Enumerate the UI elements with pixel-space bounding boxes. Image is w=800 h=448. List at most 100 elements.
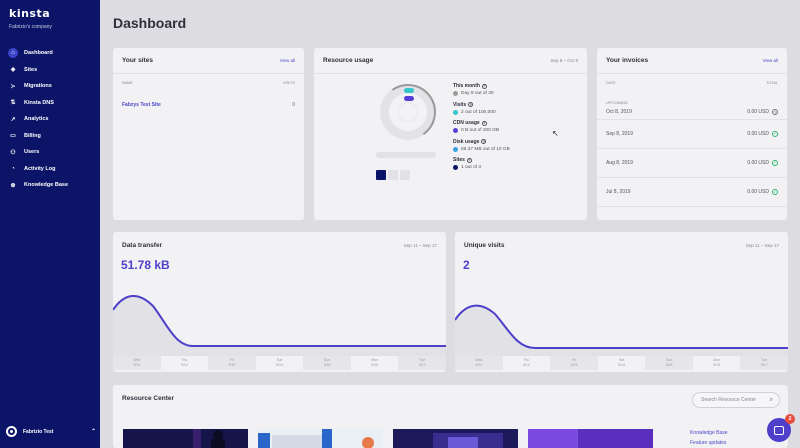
invoice-row[interactable]: Oct 8, 2019 0.00 USD ◷	[597, 105, 787, 120]
usage-ring-inner	[398, 102, 418, 122]
tick-day: Mon	[371, 358, 379, 362]
feature-updates-link[interactable]: Feature updates	[690, 440, 727, 446]
resource-value-text: 1 out of 3	[461, 165, 482, 170]
resource-label: This month?	[453, 83, 510, 89]
invoice-date: Jul 8, 2019	[606, 189, 631, 195]
sidebar-item-label: Sites	[24, 66, 38, 73]
invoice-row[interactable]: Aug 8, 2019 0.00 USD ✓	[597, 149, 787, 178]
kinsta-logo[interactable]: kinsta	[9, 7, 51, 20]
upcoming-label: UPCOMING	[606, 100, 628, 105]
article-thumbnail-1[interactable]	[123, 429, 248, 448]
article-thumbnail-2[interactable]	[258, 429, 383, 448]
legend-dot	[453, 165, 458, 170]
invoice-date: Aug 8, 2019	[606, 160, 633, 166]
sidebar-item-users[interactable]: ⚇ Users	[0, 144, 100, 161]
search-icon: ⌕	[769, 396, 773, 403]
visits-title: Unique visits	[464, 241, 505, 249]
help-icon[interactable]: ?	[466, 157, 472, 163]
user-menu[interactable]: Fabrizio Test ⌃	[6, 426, 96, 437]
sidebar-item-analytics[interactable]: ↗ Analytics	[0, 111, 100, 128]
sidebar-nav: ⌂ Dashboard ◈ Sites ≻ Migrations ⇅ Kinsta DNS ↗ A…	[0, 45, 100, 194]
resource-center-links: Knowledge Base Feature updates	[690, 428, 728, 448]
tick-day: Sun	[323, 358, 331, 362]
sidebar-item-label: Billing	[24, 132, 41, 139]
table-row[interactable]: Fabzys Test Site 0	[113, 102, 304, 108]
transfer-chart	[113, 295, 446, 356]
sites-dots	[376, 170, 410, 180]
resource-label: CDN usage?	[453, 120, 510, 126]
sidebar-item-kinsta-dns[interactable]: ⇅ Kinsta DNS	[0, 95, 100, 112]
invoice-amount: 0.00 USD	[747, 109, 769, 115]
tick-date: 9/16	[713, 363, 721, 367]
knowledge-base-link[interactable]: Knowledge Base	[690, 430, 728, 436]
transfer-line	[113, 295, 446, 347]
resource-label-text: CDN usage	[453, 120, 480, 126]
article-thumbnail-3[interactable]	[393, 429, 518, 448]
sidebar-item-sites[interactable]: ◈ Sites	[0, 62, 100, 79]
x-tick-label: Sun 9/15	[303, 356, 351, 370]
sidebar-item-knowledge-base[interactable]: ⊛ Knowledge Base	[0, 177, 100, 194]
x-tick-label: Fri 9/13	[208, 356, 256, 370]
resource-value: Day 9 out of 30	[453, 91, 510, 96]
billing-icon: ▭	[10, 133, 16, 140]
site-name-link[interactable]: Fabzys Test Site	[122, 102, 161, 108]
page-title: Dashboard	[113, 15, 187, 31]
sidebar-item-activity-log[interactable]: ◔ Activity Log	[0, 161, 100, 178]
sidebar-item-billing[interactable]: ▭ Billing	[0, 128, 100, 145]
cdn-pill	[404, 96, 414, 101]
invoices-title: Your invoices	[606, 57, 649, 64]
help-icon[interactable]: ?	[481, 83, 487, 89]
resource-center-search[interactable]: Search Resource Center ⌕	[692, 392, 780, 408]
tick-day: Wed	[475, 358, 483, 362]
tick-day: Sun	[665, 358, 673, 362]
resource-item: This month? Day 9 out of 30	[453, 83, 510, 96]
resource-value: 2 out of 100,000	[453, 109, 510, 115]
paid-check-icon: ✓	[772, 189, 778, 195]
sidebar-item-dashboard[interactable]: ⌂ Dashboard	[0, 45, 100, 62]
invoice-row[interactable]: Sep 8, 2019 0.00 USD ✓	[597, 120, 787, 149]
visits-range: Sep 11 – Sep 17	[745, 242, 779, 248]
article-thumbnail-4[interactable]	[528, 429, 653, 448]
tick-date: 9/15	[323, 363, 331, 367]
legend-dot	[453, 128, 458, 133]
x-tick-label: Thu 9/12	[503, 356, 551, 370]
tick-date: 9/13	[228, 363, 236, 367]
resource-label: Disk usage?	[453, 139, 510, 145]
resource-center-title: Resource Center	[122, 394, 175, 402]
x-tick-label: Wed 9/11	[113, 356, 161, 370]
migrations-icon: ≻	[10, 83, 16, 90]
help-icon[interactable]: ?	[468, 102, 474, 107]
sites-col-name: NAME	[122, 81, 133, 85]
resource-label: Visits?	[453, 102, 510, 108]
help-icon[interactable]: ?	[481, 120, 487, 126]
sites-card: Your sites View all NAME VISITS Fabzys T…	[113, 48, 304, 220]
invoice-list: Oct 8, 2019 0.00 USD ◷ Sep 8, 2019 0.00 USD ✓…	[597, 105, 787, 207]
paid-check-icon: ✓	[772, 131, 778, 137]
invoices-view-all-link[interactable]: View all	[762, 58, 778, 63]
transfer-range: Sep 11 – Sep 17	[403, 242, 437, 248]
invoices-col-date: DATE	[606, 81, 616, 85]
help-icon[interactable]: ?	[481, 139, 487, 144]
x-tick-label: Fri 9/13	[550, 356, 598, 370]
tick-date: 9/13	[570, 363, 578, 367]
dns-icon: ⇅	[10, 100, 16, 107]
invoice-row[interactable]: Jul 8, 2019 0.00 USD ✓	[597, 178, 787, 207]
sites-icon: ◈	[10, 67, 16, 74]
visits-value: 2	[463, 258, 470, 272]
resource-value: 59.37 MB out of 10 GB	[453, 146, 510, 152]
user-name: Fabrizio Test	[23, 428, 54, 435]
transfer-title: Data transfer	[122, 241, 163, 249]
sites-view-all-link[interactable]: View all	[279, 58, 295, 63]
tick-day: Tue	[761, 358, 768, 362]
transfer-value: 51.78 kB	[121, 258, 170, 272]
invoices-card: Your invoices View all DATE TOTAL UPCOMI…	[597, 48, 787, 220]
avatar	[6, 426, 17, 437]
tick-day: Fri	[571, 358, 576, 362]
sidebar-item-label: Dashboard	[24, 50, 53, 57]
tick-date: 9/11	[133, 363, 141, 367]
company-name[interactable]: Fabrizio's company	[9, 24, 52, 30]
resource-value: 1 out of 3	[453, 165, 510, 170]
tick-date: 9/15	[665, 363, 673, 367]
sidebar-item-migrations[interactable]: ≻ Migrations	[0, 78, 100, 95]
invoices-col-total: TOTAL	[766, 81, 778, 85]
